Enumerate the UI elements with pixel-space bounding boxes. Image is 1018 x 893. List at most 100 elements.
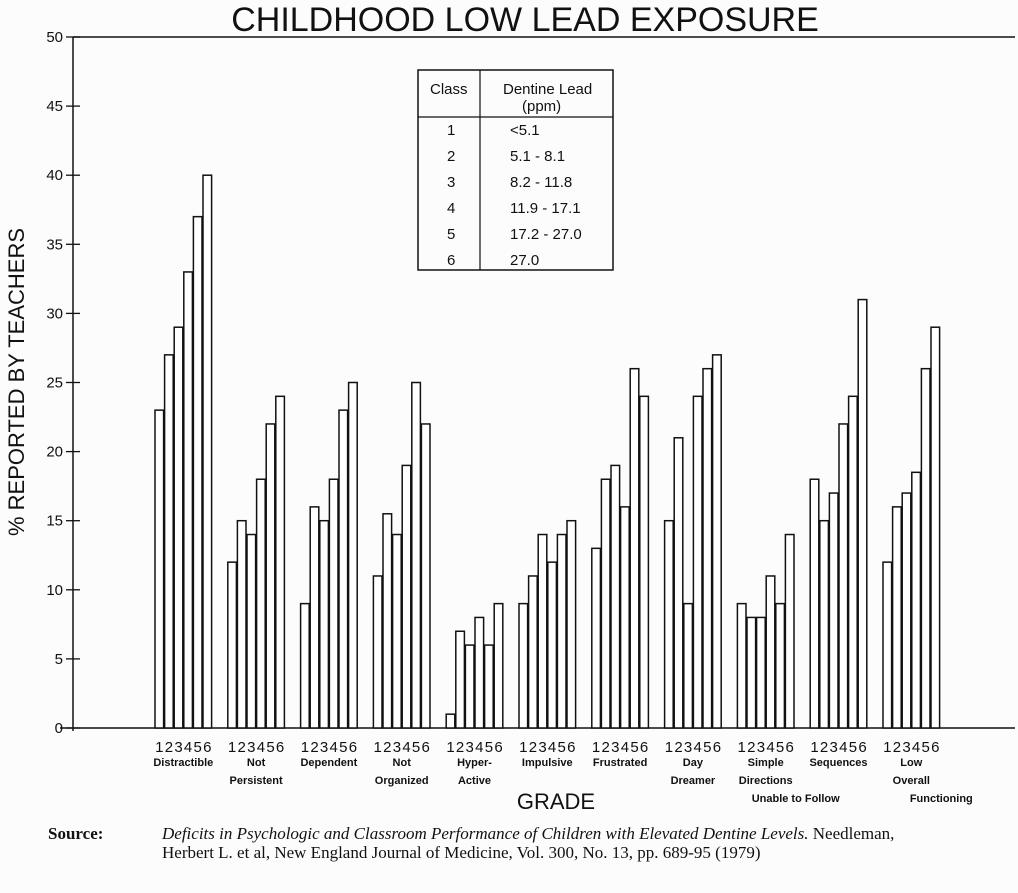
- bar: [372, 575, 383, 729]
- bar: [673, 437, 684, 729]
- bar-class-label: 5: [703, 739, 711, 756]
- y-tick-label: 30: [46, 305, 63, 322]
- y-tick-label: 5: [55, 651, 63, 668]
- bar: [683, 602, 694, 729]
- category-label: Frustrated: [593, 757, 647, 769]
- bar-class-label: 4: [694, 739, 702, 756]
- legend-table-rows: 1 <5.1 2 5.1 - 8.1 3 8.2 - 11.8 4 11.9 - 17.1 5 1…: [447, 122, 582, 269]
- bar-class-label: 2: [310, 739, 318, 756]
- bar: [299, 602, 310, 729]
- bar: [192, 215, 203, 729]
- category-label: Impulsive: [522, 757, 573, 769]
- bar-class-label: 6: [349, 739, 357, 756]
- bar: [765, 575, 776, 729]
- bar: [600, 478, 611, 729]
- legend-lead-cell: 11.9 - 17.1: [510, 200, 581, 217]
- bar-class-label: 3: [320, 739, 328, 756]
- bar-class-label: 4: [402, 739, 410, 756]
- legend-table-header-class: Class: [430, 81, 468, 98]
- bar-class-label: 3: [174, 739, 182, 756]
- bar-class-label: 5: [849, 739, 857, 756]
- bar: [619, 506, 630, 729]
- bar-class-label: 5: [339, 739, 347, 756]
- bar-class-label: 1: [738, 739, 746, 756]
- bar: [382, 513, 393, 729]
- bar-class-label: 3: [684, 739, 692, 756]
- legend-lead-cell: 17.2 - 27.0: [510, 226, 582, 243]
- bar-class-label: 6: [276, 739, 284, 756]
- bar: [847, 395, 858, 729]
- bar-class-label: 2: [456, 739, 464, 756]
- bar-class-label: 1: [374, 739, 382, 756]
- bar-class-label: 6: [203, 739, 211, 756]
- legend-lead-cell: <5.1: [510, 122, 540, 139]
- bar-class-label: 2: [602, 739, 610, 756]
- legend-class-cell: 1: [447, 122, 455, 139]
- bar: [629, 367, 640, 729]
- bar: [891, 506, 902, 729]
- bar: [527, 575, 538, 729]
- bar: [464, 644, 475, 729]
- bar-class-label: 5: [922, 739, 930, 756]
- y-tick-label: 0: [55, 720, 63, 737]
- bar: [255, 478, 266, 729]
- bar-class-label: 6: [567, 739, 575, 756]
- bar: [930, 326, 941, 729]
- bar: [328, 478, 339, 729]
- bar-class-label: 2: [820, 739, 828, 756]
- bar-class-label: 3: [247, 739, 255, 756]
- bar: [493, 602, 504, 729]
- bar-class-label: 6: [640, 739, 648, 756]
- bar: [746, 616, 757, 729]
- category-label: Day: [683, 757, 704, 769]
- bar: [445, 713, 456, 729]
- bar: [663, 519, 674, 729]
- bar-class-label: 6: [422, 739, 430, 756]
- bar-class-label: 1: [301, 739, 309, 756]
- bar: [265, 423, 276, 729]
- category-label: Sequences: [809, 757, 867, 769]
- category-label: Organized: [375, 775, 429, 787]
- bar-class-label: 3: [902, 739, 910, 756]
- bar: [809, 478, 820, 729]
- bar: [537, 533, 548, 729]
- category-label: Simple: [748, 757, 784, 769]
- bar-class-label: 3: [830, 739, 838, 756]
- bar-class-label: 3: [757, 739, 765, 756]
- category-label: Distractible: [153, 757, 213, 769]
- bar-class-label: 1: [883, 739, 891, 756]
- bar: [401, 464, 412, 729]
- legend-lead-cell: 27.0: [510, 252, 539, 269]
- bar: [556, 533, 567, 729]
- legend-lead-cell: 8.2 - 11.8: [510, 174, 572, 191]
- legend-table-border: [417, 69, 614, 271]
- y-tick-label: 15: [46, 513, 63, 530]
- bar: [154, 409, 165, 729]
- category-label: Dreamer: [671, 775, 716, 787]
- legend-class-cell: 4: [447, 200, 455, 217]
- bar-class-label: 3: [393, 739, 401, 756]
- y-tick-label: 40: [46, 167, 63, 184]
- bar: [755, 616, 766, 729]
- bar-class-label: 1: [519, 739, 527, 756]
- y-tick-label: 50: [46, 29, 63, 46]
- bar: [518, 602, 529, 729]
- legend-table: Class Dentine Lead (ppm) 1 <5.1 2 5.1 - 8.1…: [417, 69, 614, 271]
- bar-class-label: 6: [713, 739, 721, 756]
- bar: [173, 326, 184, 729]
- y-tick-label: 20: [46, 444, 63, 461]
- bar-class-label: 5: [776, 739, 784, 756]
- category-label: Overall: [893, 775, 930, 787]
- bar: [591, 547, 602, 729]
- bar: [391, 533, 402, 729]
- bar: [411, 381, 422, 729]
- bar-class-label: 5: [266, 739, 274, 756]
- bar: [702, 367, 713, 729]
- bar-class-label: 5: [558, 739, 566, 756]
- category-label: Low: [900, 757, 922, 769]
- legend-class-cell: 2: [447, 148, 455, 165]
- bar-class-label: 2: [893, 739, 901, 756]
- bar-class-label: 4: [257, 739, 265, 756]
